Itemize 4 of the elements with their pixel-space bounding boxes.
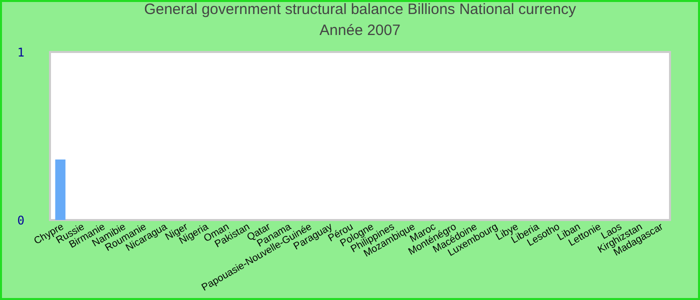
chart-title: General government structural balance Billions National currency [144, 1, 576, 18]
chart-subtitle: Année 2007 [320, 22, 400, 39]
y-tick-label: 1 [17, 46, 24, 60]
y-tick-label: 0 [17, 214, 24, 228]
